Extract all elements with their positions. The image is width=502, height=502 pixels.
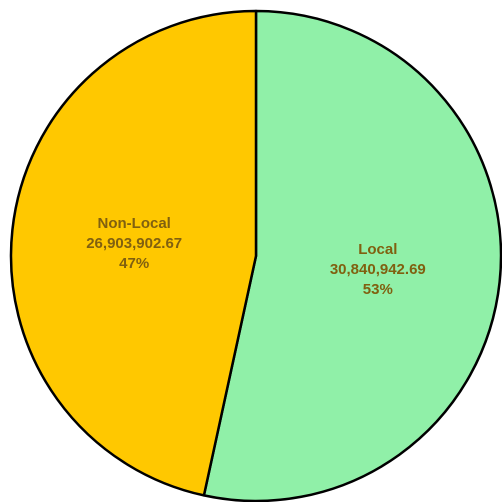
slice-label-local: Local 30,840,942.69 53% bbox=[330, 241, 426, 298]
slice-percent-non-local: 47% bbox=[119, 255, 149, 272]
pie-slice-local bbox=[202, 9, 502, 502]
slice-label-non-local: Non-Local 26,903,902.67 47% bbox=[86, 215, 182, 272]
pie-slices bbox=[9, 9, 502, 502]
slice-name-local: Local bbox=[358, 241, 397, 258]
slice-name-non-local: Non-Local bbox=[98, 215, 171, 232]
pie-labels: Local 30,840,942.69 53% Non-Local 26,903,902… bbox=[86, 215, 426, 298]
slice-percent-local: 53% bbox=[363, 281, 393, 298]
slice-value-non-local: 26,903,902.67 bbox=[86, 235, 182, 252]
slice-value-local: 30,840,942.69 bbox=[330, 261, 426, 278]
pie-slice-non-local bbox=[9, 9, 258, 497]
